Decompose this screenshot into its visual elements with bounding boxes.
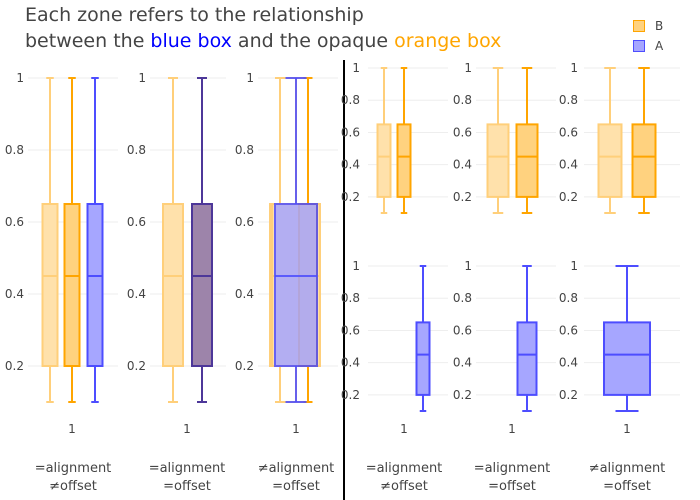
- panel-5-top-y-tick-label: 0.8: [453, 93, 472, 107]
- panel-6-bottom-y-tick-label: 0.6: [559, 323, 578, 337]
- panel-2-y-tick-label: 0.6: [127, 215, 146, 229]
- panel-6-top-y-tick-label: 0.8: [559, 93, 578, 107]
- panel-6-x-tick-label: 1: [623, 422, 631, 436]
- legend-label-a: A: [655, 39, 664, 53]
- panel-1-y-tick-label: 0.6: [5, 215, 24, 229]
- panel-5-caption-line-2: =offset: [488, 479, 536, 494]
- panel-5-bottom-y-tick-label: 0.6: [453, 323, 472, 337]
- panel-6-blue-box-body: [603, 321, 651, 396]
- title-blue-word: blue box: [150, 30, 232, 52]
- panel-3-y-tick-label: 0.4: [235, 287, 254, 301]
- panel-1-x-tick-label: 1: [68, 422, 76, 436]
- panel-2-overlap-box-body: [191, 203, 213, 367]
- panel-1-y-tick-label: 0.2: [5, 359, 24, 373]
- panel-6-ghost-box-body: [597, 123, 623, 198]
- panel-4-ghost-box-body: [376, 123, 392, 198]
- panel-5-caption-line-1: =alignment: [474, 461, 551, 476]
- panel-1-y-tick-label: 0.4: [5, 287, 24, 301]
- panel-1-orange-box-body: [63, 203, 81, 367]
- panel-3-blue-box-body: [274, 203, 318, 367]
- panel-5-ghost-box-body: [486, 123, 510, 198]
- panel-4-bottom-y-tick-label: 0.6: [341, 323, 360, 337]
- panel-2-ghost-box-body: [162, 203, 184, 367]
- panel-4-blue-box-body: [415, 321, 431, 396]
- panel-2-y-tick-label: 0.8: [127, 143, 146, 157]
- panel-4-top-y-tick-label: 0.4: [341, 158, 360, 172]
- panel-5-bottom-y-tick-label: 0.8: [453, 291, 472, 305]
- panel-1-caption-line-1: =alignment: [35, 461, 112, 476]
- panel-3-y-tick-label: 0.8: [235, 143, 254, 157]
- chart-title: Each zone refers to the relationship bet…: [25, 2, 501, 54]
- panel-5-x-tick-label: 1: [508, 422, 516, 436]
- title-line-2-middle: and the opaque: [231, 30, 395, 52]
- panel-1-caption-line-2: ≠offset: [49, 479, 97, 494]
- panel-3-caption-line-1: ≠alignment: [258, 461, 335, 476]
- panel-6-top-y-tick-label: 0.6: [559, 125, 578, 139]
- panel-5-top-y-tick-label: 0.4: [453, 158, 472, 172]
- panel-4-top-y-tick-label: 0.8: [341, 93, 360, 107]
- panel-6-top-y-tick-label: 0.2: [559, 190, 578, 204]
- panel-6-caption-line-2: =offset: [603, 479, 651, 494]
- title-line-2-prefix: between the: [25, 30, 151, 52]
- panel-5-orange-box-body: [515, 123, 539, 198]
- panel-3-y-tick-label: 0.2: [235, 359, 254, 373]
- panel-1-y-tick-label: 1: [16, 71, 24, 85]
- panel-1-ghost-box-body: [41, 203, 59, 367]
- panel-2-x-tick-label: 1: [183, 422, 191, 436]
- panel-4-bottom-y-tick-label: 0.8: [341, 291, 360, 305]
- panel-5-top-y-tick-label: 0.6: [453, 125, 472, 139]
- panel-5-bottom-y-tick-label: 0.2: [453, 388, 472, 402]
- legend-item-a[interactable]: A: [633, 36, 663, 56]
- panel-4-bottom-y-tick-label: 0.2: [341, 388, 360, 402]
- panel-5-blue-box-body: [516, 321, 538, 396]
- panel-4-bottom-y-tick-label: 1: [352, 259, 360, 273]
- panel-2-y-tick-label: 0.4: [127, 287, 146, 301]
- panel-4-caption-line-1: =alignment: [366, 461, 443, 476]
- title-orange-word: orange box: [394, 30, 502, 52]
- panel-4-top-y-tick-label: 1: [352, 61, 360, 75]
- panel-4-bottom-y-tick-label: 0.4: [341, 356, 360, 370]
- panel-2-caption-line-2: =offset: [163, 479, 211, 494]
- panel-4-top-y-tick-label: 0.2: [341, 190, 360, 204]
- panel-3-y-tick-label: 0.6: [235, 215, 254, 229]
- panel-5-top-y-tick-label: 1: [464, 61, 472, 75]
- legend-swatch-b: [633, 20, 645, 32]
- legend: B A: [633, 16, 663, 56]
- panel-6-orange-box-body: [631, 123, 657, 198]
- panel-6-top-y-tick-label: 1: [570, 61, 578, 75]
- panel-5-top-y-tick-label: 0.2: [453, 190, 472, 204]
- panel-6-bottom-y-tick-label: 0.2: [559, 388, 578, 402]
- panel-2-caption-line-1: =alignment: [149, 461, 226, 476]
- panel-6-bottom-y-tick-label: 1: [570, 259, 578, 273]
- panel-5-bottom-y-tick-label: 1: [464, 259, 472, 273]
- panel-1-blue-box-body: [86, 203, 104, 367]
- panel-4-top-y-tick-label: 0.6: [341, 125, 360, 139]
- panel-3-x-tick-label: 1: [292, 422, 300, 436]
- panel-5-bottom-y-tick-label: 0.4: [453, 356, 472, 370]
- panel-2-y-tick-label: 0.2: [127, 359, 146, 373]
- panel-6-top-y-tick-label: 0.4: [559, 158, 578, 172]
- panel-3-y-tick-label: 1: [246, 71, 254, 85]
- panel-6-bottom-y-tick-label: 0.8: [559, 291, 578, 305]
- panel-1-y-tick-label: 0.8: [5, 143, 24, 157]
- panel-4-orange-box-body: [396, 123, 412, 198]
- panel-4-caption-line-2: ≠offset: [380, 479, 428, 494]
- panel-3-caption-line-2: =offset: [272, 479, 320, 494]
- legend-swatch-a: [633, 40, 645, 52]
- title-line-1: Each zone refers to the relationship: [25, 4, 364, 26]
- panel-2-y-tick-label: 1: [138, 71, 146, 85]
- legend-item-b[interactable]: B: [633, 16, 663, 36]
- panel-6-caption-line-1: ≠alignment: [589, 461, 666, 476]
- panel-4-x-tick-label: 1: [400, 422, 408, 436]
- panel-6-bottom-y-tick-label: 0.4: [559, 356, 578, 370]
- legend-label-b: B: [655, 19, 664, 33]
